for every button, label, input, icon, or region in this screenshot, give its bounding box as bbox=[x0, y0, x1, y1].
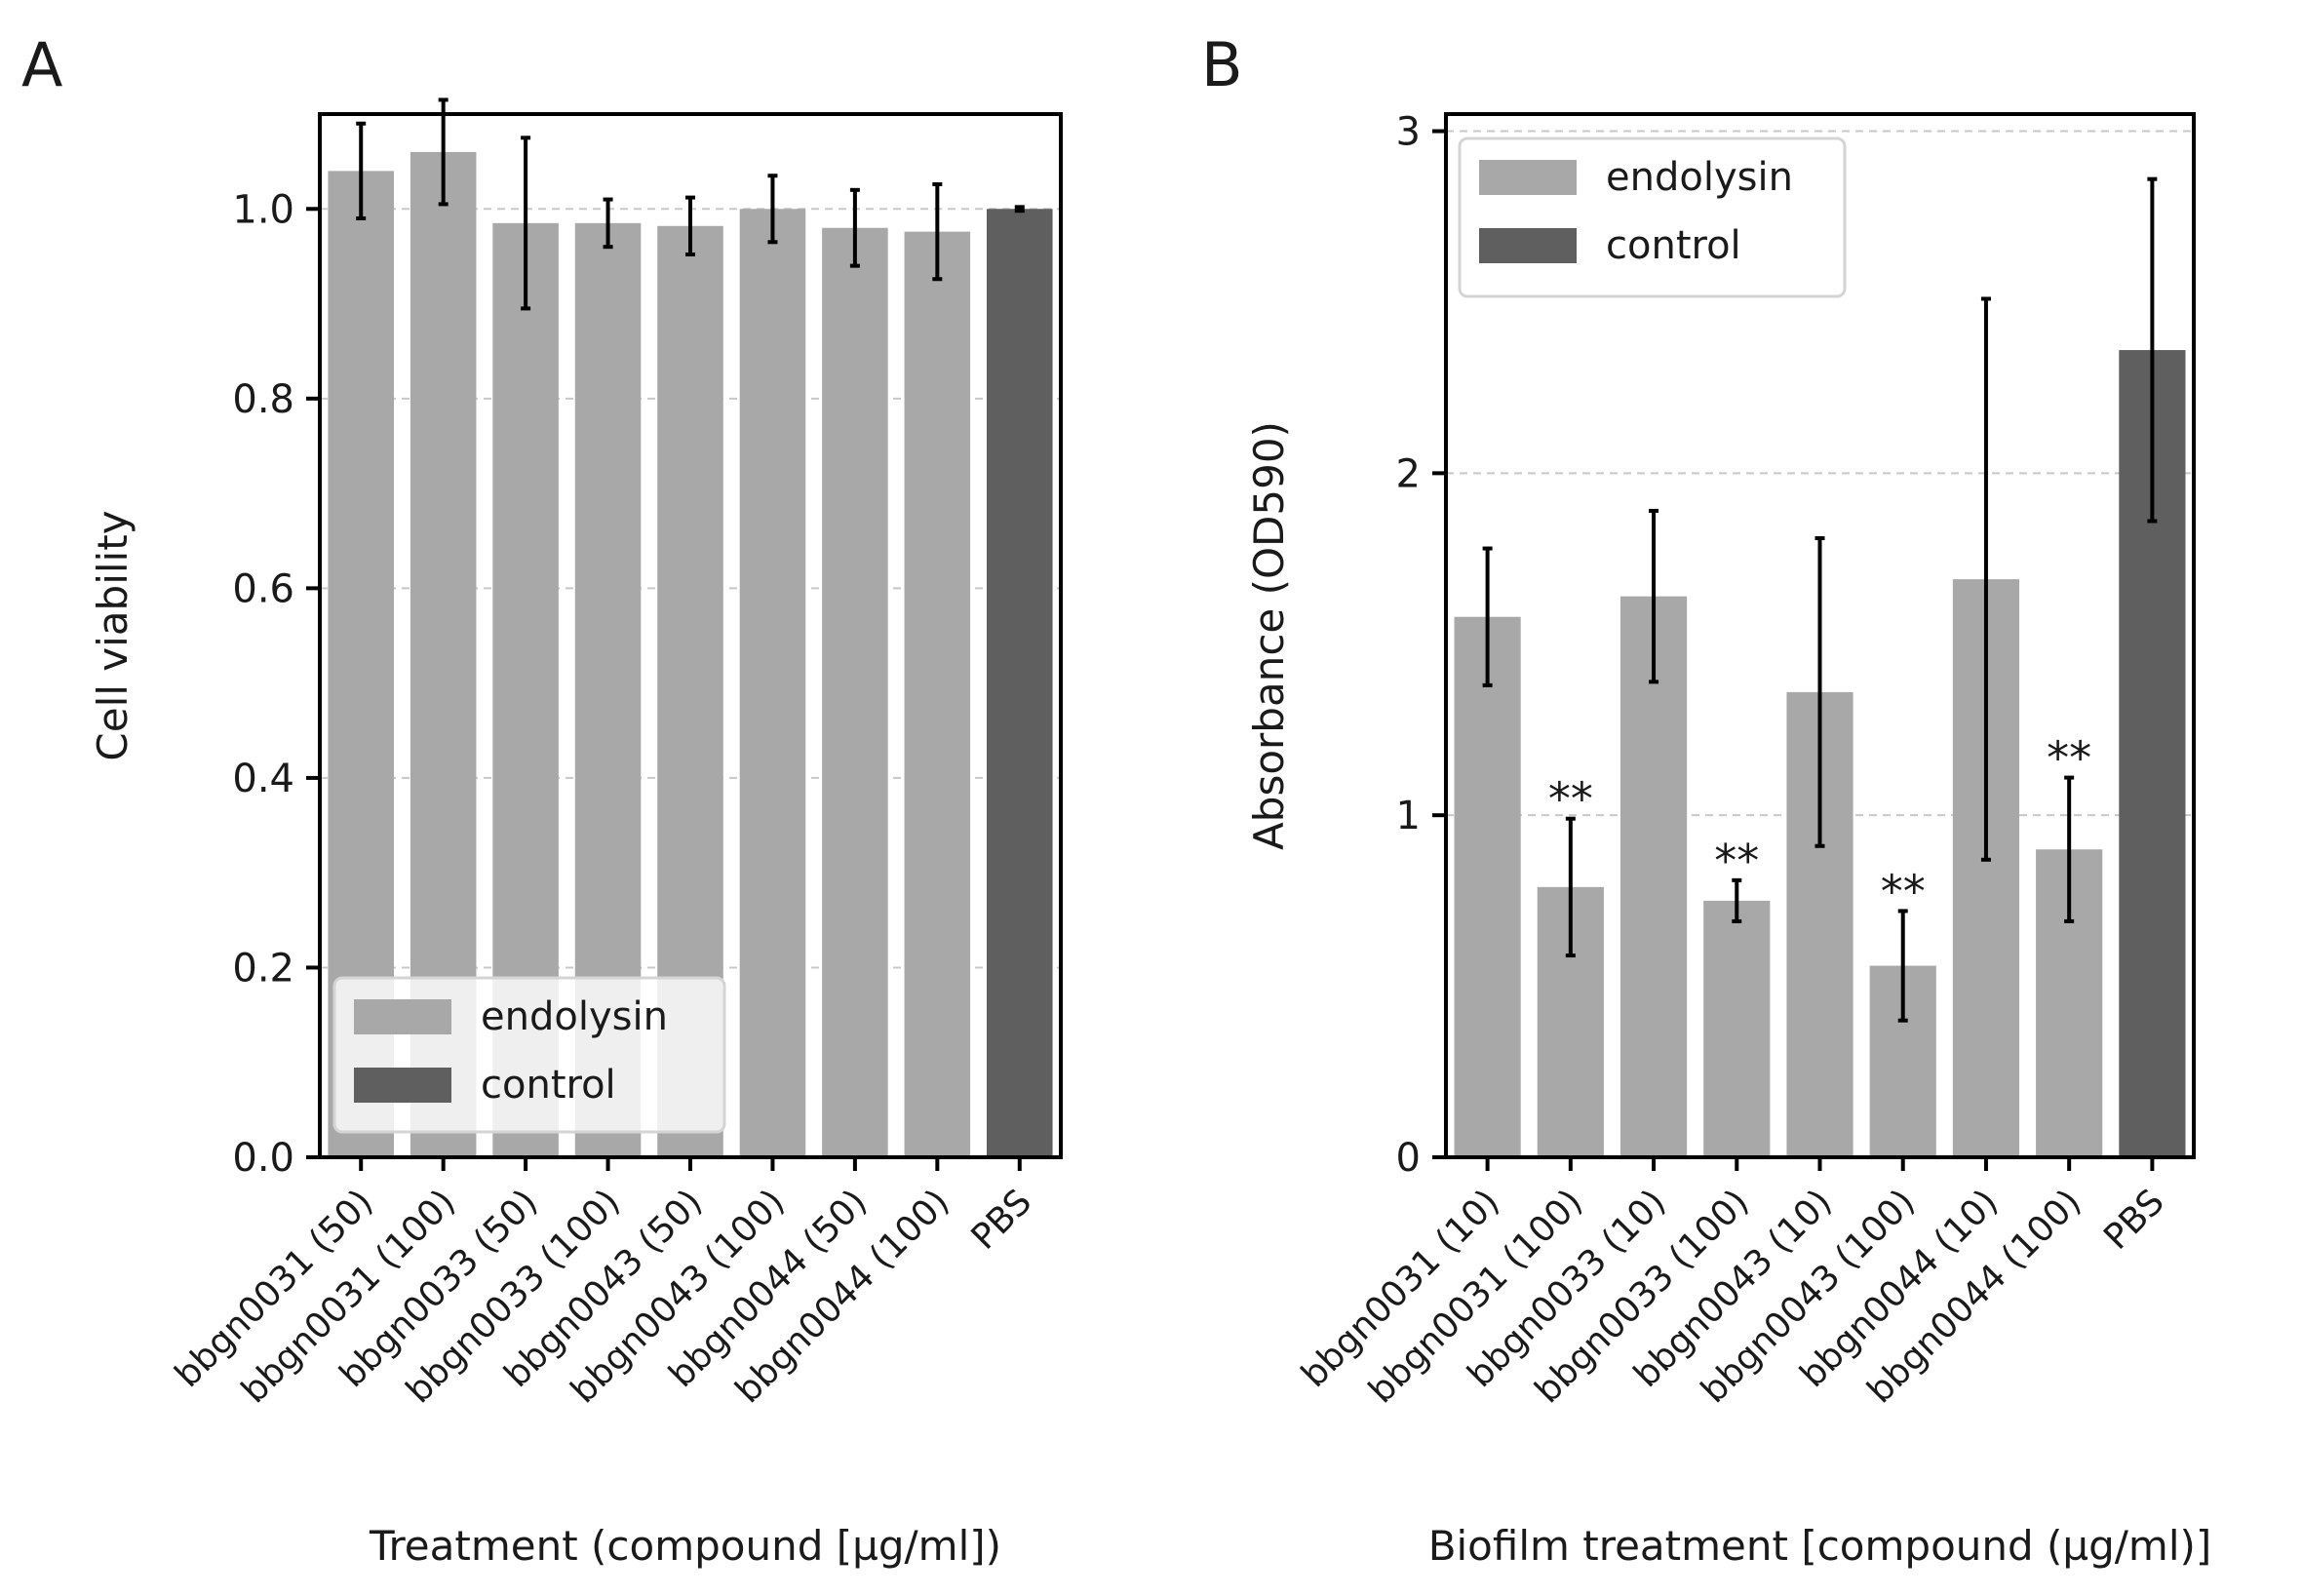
y-tick-label: 2 bbox=[1396, 451, 1421, 496]
y-axis-title: Absorbance (OD590) bbox=[1245, 421, 1293, 850]
y-tick-label: 0.0 bbox=[232, 1136, 294, 1181]
y-tick-label: 0 bbox=[1396, 1136, 1421, 1181]
x-axis-title: Biofilm treatment [compound (µg/ml)] bbox=[1428, 1522, 2212, 1570]
significance-label: ** bbox=[1881, 865, 1926, 917]
x-tick-label: PBS bbox=[2096, 1182, 2172, 1258]
panel-label-b: B bbox=[1201, 29, 1243, 100]
bar bbox=[822, 227, 888, 1157]
legend-swatch bbox=[354, 999, 451, 1034]
x-tick-label: PBS bbox=[964, 1182, 1040, 1258]
bar bbox=[739, 209, 806, 1158]
panel-label-a: A bbox=[21, 29, 62, 100]
bar bbox=[987, 209, 1053, 1158]
legend-swatch bbox=[1479, 160, 1577, 195]
y-tick-label: 0.2 bbox=[232, 946, 294, 991]
legend-label: endolysin bbox=[1606, 155, 1793, 200]
legend-label: endolysin bbox=[481, 994, 668, 1039]
y-tick-label: 0.8 bbox=[232, 377, 294, 422]
significance-label: ** bbox=[1548, 773, 1593, 826]
legend: endolysin control bbox=[332, 976, 726, 1134]
legend: endolysin control bbox=[1458, 136, 1847, 298]
y-tick-label: 1 bbox=[1396, 794, 1421, 838]
significance-label: ** bbox=[2047, 732, 2091, 785]
y-tick-label: 0.4 bbox=[232, 757, 294, 801]
legend-label: control bbox=[481, 1063, 616, 1108]
y-axis-title: Cell viability bbox=[89, 510, 137, 760]
bar bbox=[1454, 616, 1521, 1157]
bar bbox=[904, 231, 971, 1158]
x-axis-title: Treatment (compound [µg/ml]) bbox=[369, 1522, 1001, 1570]
significance-label: ** bbox=[1714, 835, 1759, 887]
bar bbox=[1619, 596, 1688, 1157]
y-tick-label: 1.0 bbox=[232, 187, 294, 232]
legend-swatch bbox=[354, 1068, 451, 1103]
y-tick-label: 3 bbox=[1396, 110, 1421, 155]
legend-swatch bbox=[1479, 228, 1577, 263]
y-tick-label: 0.6 bbox=[232, 566, 294, 611]
legend-label: control bbox=[1606, 223, 1741, 268]
bar bbox=[1703, 900, 1771, 1157]
